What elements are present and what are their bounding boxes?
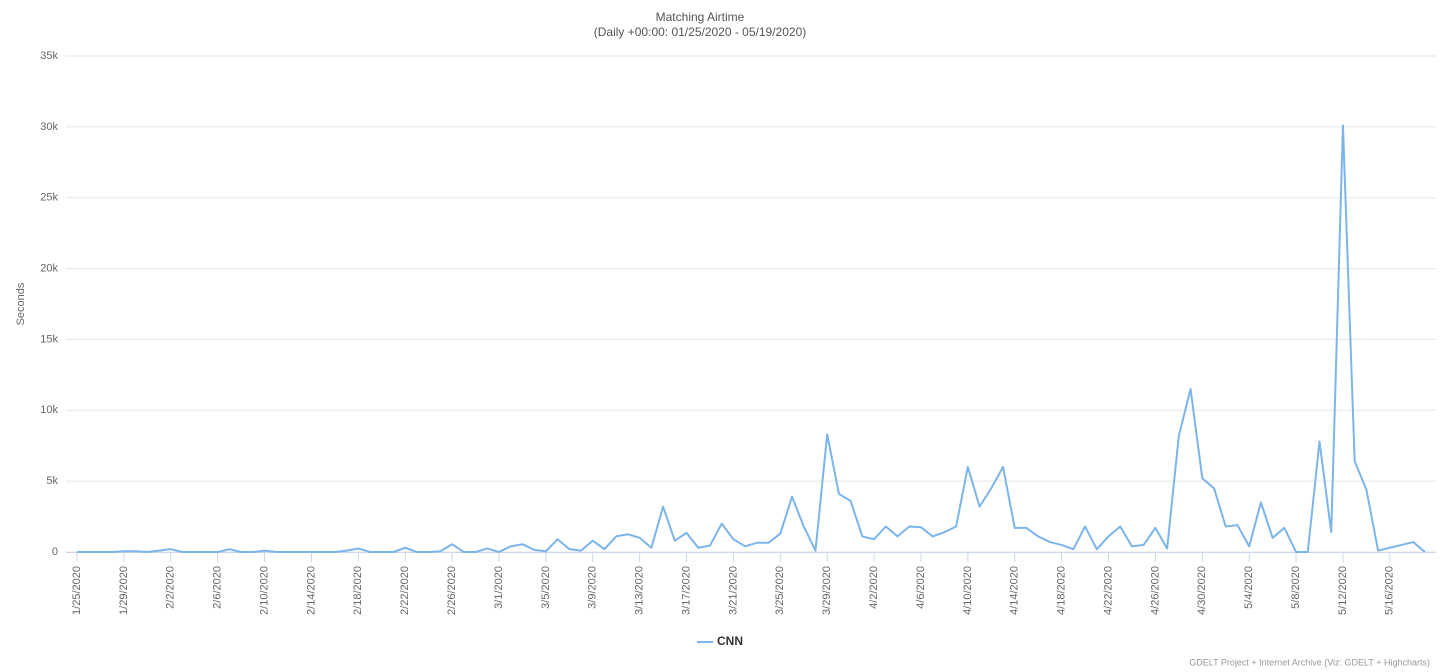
x-tick-label: 2/18/2020 xyxy=(352,566,364,615)
x-tick-label: 1/29/2020 xyxy=(118,566,130,615)
y-tick-label: 5k xyxy=(46,475,58,487)
x-tick-label: 3/9/2020 xyxy=(587,566,599,609)
x-tick-label: 5/12/2020 xyxy=(1337,566,1349,615)
legend-label: CNN xyxy=(717,634,743,648)
line-series xyxy=(77,124,1426,553)
chart-subtitle: (Daily +00:00: 01/25/2020 - 05/19/2020) xyxy=(594,25,806,39)
x-tick-label: 2/6/2020 xyxy=(212,566,224,609)
x-tick-label: 4/6/2020 xyxy=(915,566,927,609)
chart-title: Matching Airtime xyxy=(656,10,745,24)
x-tick-label: 4/26/2020 xyxy=(1149,566,1161,615)
y-tick-label: 15k xyxy=(40,333,58,345)
x-tick-label: 3/17/2020 xyxy=(680,566,692,615)
x-tick-label: 3/25/2020 xyxy=(774,566,786,615)
x-tick-label: 4/10/2020 xyxy=(962,566,974,615)
y-tick-label: 20k xyxy=(40,262,58,274)
x-tick-label: 2/2/2020 xyxy=(165,566,177,609)
x-tick-label: 3/5/2020 xyxy=(540,566,552,609)
x-tick-label: 1/25/2020 xyxy=(71,566,83,615)
x-tick-label: 3/1/2020 xyxy=(493,566,505,609)
x-tick-label: 4/30/2020 xyxy=(1196,566,1208,615)
y-tick-label: 10k xyxy=(40,404,58,416)
y-tick-label: 25k xyxy=(40,192,58,204)
x-tick-label: 2/14/2020 xyxy=(305,566,317,615)
x-tick-label: 2/22/2020 xyxy=(399,566,411,615)
x-tick-label: 4/18/2020 xyxy=(1056,566,1068,615)
x-tick-label: 5/4/2020 xyxy=(1243,566,1255,609)
x-tick-label: 4/22/2020 xyxy=(1102,566,1114,615)
x-tick-label: 5/16/2020 xyxy=(1384,566,1396,615)
credit: GDELT Project + Internet Archive (Viz: G… xyxy=(1189,657,1430,667)
x-tick-label: 4/2/2020 xyxy=(868,566,880,609)
x-tick-label: 3/21/2020 xyxy=(727,566,739,615)
y-tick-label: 0 xyxy=(52,546,58,558)
x-tick-label: 5/8/2020 xyxy=(1290,566,1302,609)
x-tick-label: 2/10/2020 xyxy=(258,566,270,615)
x-tick-label: 2/26/2020 xyxy=(446,566,458,615)
x-tick-label: 3/13/2020 xyxy=(634,566,646,615)
y-tick-label: 35k xyxy=(40,50,58,62)
x-tick-label: 3/29/2020 xyxy=(821,566,833,615)
y-axis-label: Seconds xyxy=(15,282,27,325)
y-tick-label: 30k xyxy=(40,121,58,133)
x-tick-label: 4/14/2020 xyxy=(1009,566,1021,615)
